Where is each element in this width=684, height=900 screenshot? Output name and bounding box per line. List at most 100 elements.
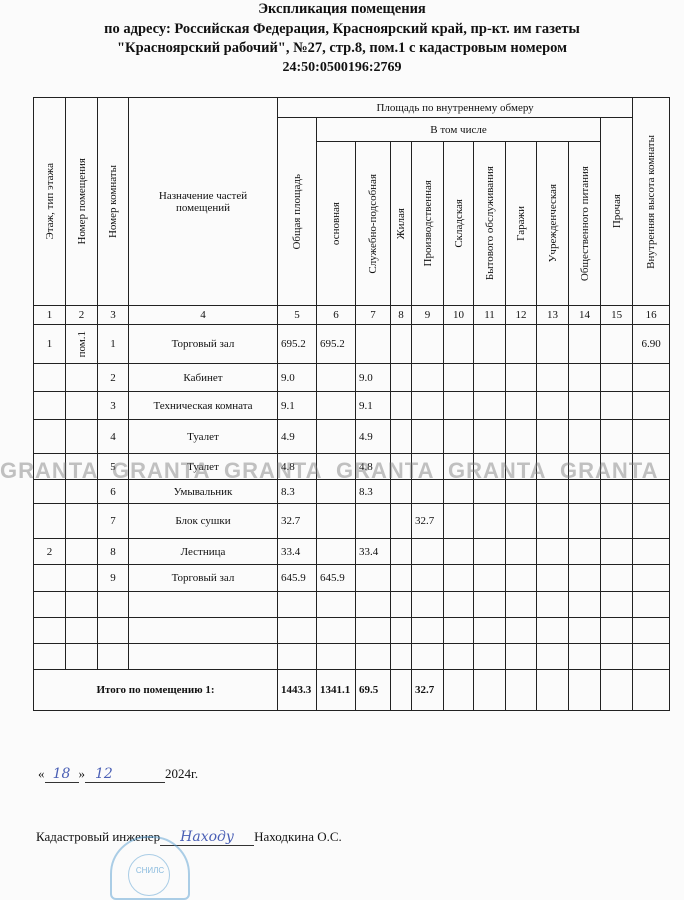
table-cell	[536, 591, 569, 618]
table-cell	[390, 391, 412, 420]
total-cell	[632, 669, 671, 711]
table-cell	[65, 391, 98, 420]
watermark-text: GRANTA	[560, 458, 659, 483]
date-quote-open: «	[38, 766, 45, 781]
table-cell	[599, 564, 634, 592]
table-cell	[443, 453, 474, 480]
cadastral-number: 24:50:0500196:2769	[282, 60, 402, 75]
table-cell	[443, 564, 474, 592]
table-cell	[632, 643, 671, 670]
signature: Находу	[160, 829, 255, 846]
table-cell	[568, 503, 601, 539]
table-cell	[599, 538, 634, 565]
table-cell	[505, 419, 537, 454]
table-cell	[536, 391, 569, 420]
table-cell: Техническая комната	[128, 391, 278, 420]
table-cell	[390, 324, 412, 364]
table-cell	[443, 591, 474, 618]
table-cell	[599, 503, 634, 539]
table-cell	[390, 538, 412, 565]
engineer-name: Находкина О.С.	[254, 829, 342, 844]
column-number: 1	[33, 305, 66, 325]
table-cell	[316, 643, 356, 670]
table-cell	[390, 503, 412, 539]
table-cell	[536, 564, 569, 592]
table-cell	[65, 591, 98, 618]
date-quote-close: »	[78, 766, 86, 781]
table-cell: 2	[33, 538, 66, 565]
table-cell	[473, 538, 506, 565]
table-cell: 6.90	[632, 324, 671, 364]
explication-table: Этаж, тип этажа Номер помещения Номер ко…	[33, 97, 671, 711]
total-cell	[505, 669, 537, 711]
table-cell: 32.7	[411, 503, 444, 539]
table-cell	[443, 391, 474, 420]
table-cell: 4.9	[277, 419, 317, 454]
header-total-area: Общая площадь	[277, 117, 317, 306]
table-cell	[568, 564, 601, 592]
table-cell	[568, 419, 601, 454]
table-cell	[390, 419, 412, 454]
table-cell	[599, 324, 634, 364]
table-cell: 4	[97, 419, 129, 454]
table-cell	[568, 363, 601, 392]
table-cell: 1	[97, 324, 129, 364]
column-numbers-row: 1 2 3 4 5 6 7 8 9 10 11 12 13 14 15 16	[33, 305, 671, 325]
table-cell	[411, 391, 444, 420]
table-cell: Торговый зал	[128, 324, 278, 364]
table-cell	[505, 617, 537, 644]
table-cell: Лестница	[128, 538, 278, 565]
table-cell	[473, 324, 506, 364]
table-cell	[97, 591, 129, 618]
header-main: основная	[316, 141, 356, 306]
table-cell	[128, 591, 278, 618]
table-cell	[536, 617, 569, 644]
table-cell	[33, 617, 66, 644]
table-cell: 695.2	[316, 324, 356, 364]
table-cell	[632, 453, 671, 480]
table-cell	[411, 591, 444, 618]
column-number: 11	[473, 305, 506, 325]
table-cell	[505, 503, 537, 539]
table-cell: 4.9	[355, 419, 391, 454]
table-cell	[128, 617, 278, 644]
table-cell	[316, 538, 356, 565]
table-cell	[632, 503, 671, 539]
table-cell	[473, 617, 506, 644]
date-line: «18» 12 2024г.	[38, 766, 198, 783]
table-cell	[390, 591, 412, 618]
total-cell: 1443.3	[277, 669, 317, 711]
premise-label: пом.1	[75, 330, 88, 358]
column-number: 9	[411, 305, 444, 325]
table-cell	[355, 503, 391, 539]
table-cell	[33, 363, 66, 392]
table-cell: 9.1	[277, 391, 317, 420]
table-cell	[473, 391, 506, 420]
column-number: 7	[355, 305, 391, 325]
table-cell: 33.4	[277, 538, 317, 565]
table-cell	[411, 617, 444, 644]
table-cell	[505, 591, 537, 618]
table-cell: 9.1	[355, 391, 391, 420]
table-cell	[536, 643, 569, 670]
table-cell	[536, 453, 569, 480]
table-cell	[632, 564, 671, 592]
table-cell: 8.3	[355, 479, 391, 504]
table-cell	[33, 479, 66, 504]
table-cell	[536, 479, 569, 504]
table-cell	[316, 591, 356, 618]
table-cell: 645.9	[277, 564, 317, 592]
table-cell	[411, 419, 444, 454]
table-cell	[599, 643, 634, 670]
watermark-text: GRANTA	[0, 458, 99, 483]
table-cell	[128, 643, 278, 670]
table-cell	[65, 564, 98, 592]
watermark: GRANTA GRANTA GRANTA GRANTA GRANTA GRANTA	[0, 458, 684, 484]
table-cell	[277, 617, 317, 644]
column-number: 13	[536, 305, 569, 325]
column-number: 4	[128, 305, 278, 325]
address-line-2: "Красноярский рабочий", №27, стр.8, пом.…	[117, 40, 567, 56]
table-cell	[505, 643, 537, 670]
total-cell	[443, 669, 474, 711]
table-cell	[33, 391, 66, 420]
